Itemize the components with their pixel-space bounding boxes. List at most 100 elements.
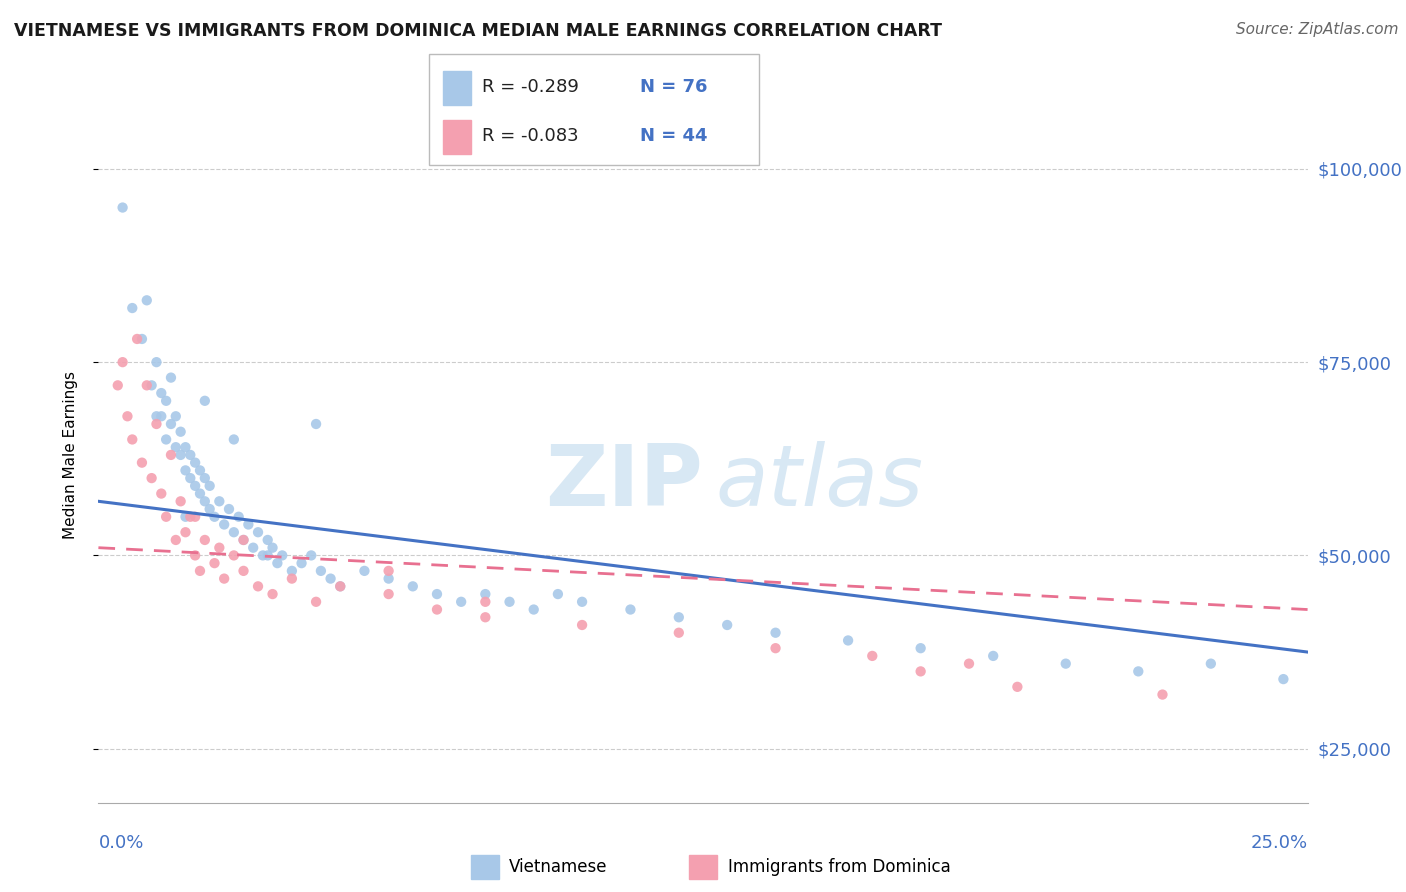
Point xyxy=(668,625,690,640)
Point xyxy=(117,409,139,424)
Point xyxy=(188,463,211,477)
Point xyxy=(160,417,183,431)
Point xyxy=(523,602,546,616)
Point xyxy=(169,494,191,508)
Point xyxy=(299,549,322,563)
Point xyxy=(155,509,177,524)
Point xyxy=(281,572,304,586)
Text: 25.0%: 25.0% xyxy=(1250,834,1308,852)
Point xyxy=(174,509,197,524)
Point xyxy=(160,448,183,462)
Point xyxy=(228,509,250,524)
Point xyxy=(305,595,328,609)
Point xyxy=(402,579,425,593)
Point xyxy=(765,625,787,640)
Point xyxy=(131,332,153,346)
Point xyxy=(242,541,264,555)
Point xyxy=(238,517,260,532)
Point xyxy=(450,595,472,609)
Text: atlas: atlas xyxy=(716,442,924,524)
Point xyxy=(1054,657,1077,671)
Point xyxy=(256,533,278,547)
Point xyxy=(426,587,449,601)
Point xyxy=(232,564,254,578)
Point xyxy=(619,602,641,616)
Point xyxy=(121,301,143,315)
Point xyxy=(194,533,217,547)
Point xyxy=(107,378,129,392)
Point xyxy=(571,595,593,609)
Point xyxy=(256,549,278,563)
Point xyxy=(290,556,312,570)
Point xyxy=(174,463,197,477)
Point xyxy=(135,293,157,308)
Point xyxy=(184,509,207,524)
Point xyxy=(262,541,284,555)
Point xyxy=(121,433,143,447)
Text: N = 44: N = 44 xyxy=(640,128,707,145)
Point xyxy=(212,517,235,532)
Point xyxy=(1128,665,1150,679)
Point xyxy=(232,533,254,547)
Point xyxy=(135,378,157,392)
Point xyxy=(169,448,191,462)
Point xyxy=(145,355,167,369)
Point xyxy=(194,494,217,508)
Point xyxy=(208,494,231,508)
Point xyxy=(145,409,167,424)
Point xyxy=(141,471,163,485)
Point xyxy=(281,564,304,578)
Text: R = -0.289: R = -0.289 xyxy=(482,78,579,96)
Point xyxy=(262,587,284,601)
Text: ZIP: ZIP xyxy=(546,442,703,524)
Point xyxy=(765,641,787,656)
Point xyxy=(222,549,245,563)
Text: 0.0%: 0.0% xyxy=(98,834,143,852)
Point xyxy=(309,564,332,578)
Point xyxy=(271,549,294,563)
Point xyxy=(165,533,187,547)
Point xyxy=(141,378,163,392)
Point xyxy=(188,486,211,500)
Point xyxy=(266,556,288,570)
Point xyxy=(131,456,153,470)
Point xyxy=(474,595,496,609)
Point xyxy=(160,370,183,384)
Point xyxy=(150,386,173,401)
Point xyxy=(547,587,569,601)
Point xyxy=(329,579,352,593)
Point xyxy=(174,440,197,454)
Point xyxy=(208,541,231,555)
Point xyxy=(329,579,352,593)
Point xyxy=(957,657,980,671)
Point xyxy=(910,641,932,656)
Point xyxy=(212,572,235,586)
Text: Source: ZipAtlas.com: Source: ZipAtlas.com xyxy=(1236,22,1399,37)
Point xyxy=(165,409,187,424)
Point xyxy=(184,549,207,563)
Point xyxy=(198,479,221,493)
Point xyxy=(716,618,738,632)
Point xyxy=(145,417,167,431)
Text: Immigrants from Dominica: Immigrants from Dominica xyxy=(728,858,950,876)
Point xyxy=(1007,680,1029,694)
Text: VIETNAMESE VS IMMIGRANTS FROM DOMINICA MEDIAN MALE EARNINGS CORRELATION CHART: VIETNAMESE VS IMMIGRANTS FROM DOMINICA M… xyxy=(14,22,942,40)
Point xyxy=(474,587,496,601)
Point xyxy=(194,393,217,408)
Point xyxy=(179,471,201,485)
Point xyxy=(174,525,197,540)
Point xyxy=(184,456,207,470)
Point xyxy=(1199,657,1222,671)
Point xyxy=(204,556,226,570)
Point xyxy=(111,355,134,369)
Point xyxy=(222,525,245,540)
Point xyxy=(377,587,399,601)
Point xyxy=(247,525,270,540)
Text: N = 76: N = 76 xyxy=(640,78,707,96)
Point xyxy=(498,595,520,609)
Point xyxy=(111,201,134,215)
Point xyxy=(169,425,191,439)
Point xyxy=(247,579,270,593)
Point xyxy=(1272,672,1295,686)
Point xyxy=(377,564,399,578)
